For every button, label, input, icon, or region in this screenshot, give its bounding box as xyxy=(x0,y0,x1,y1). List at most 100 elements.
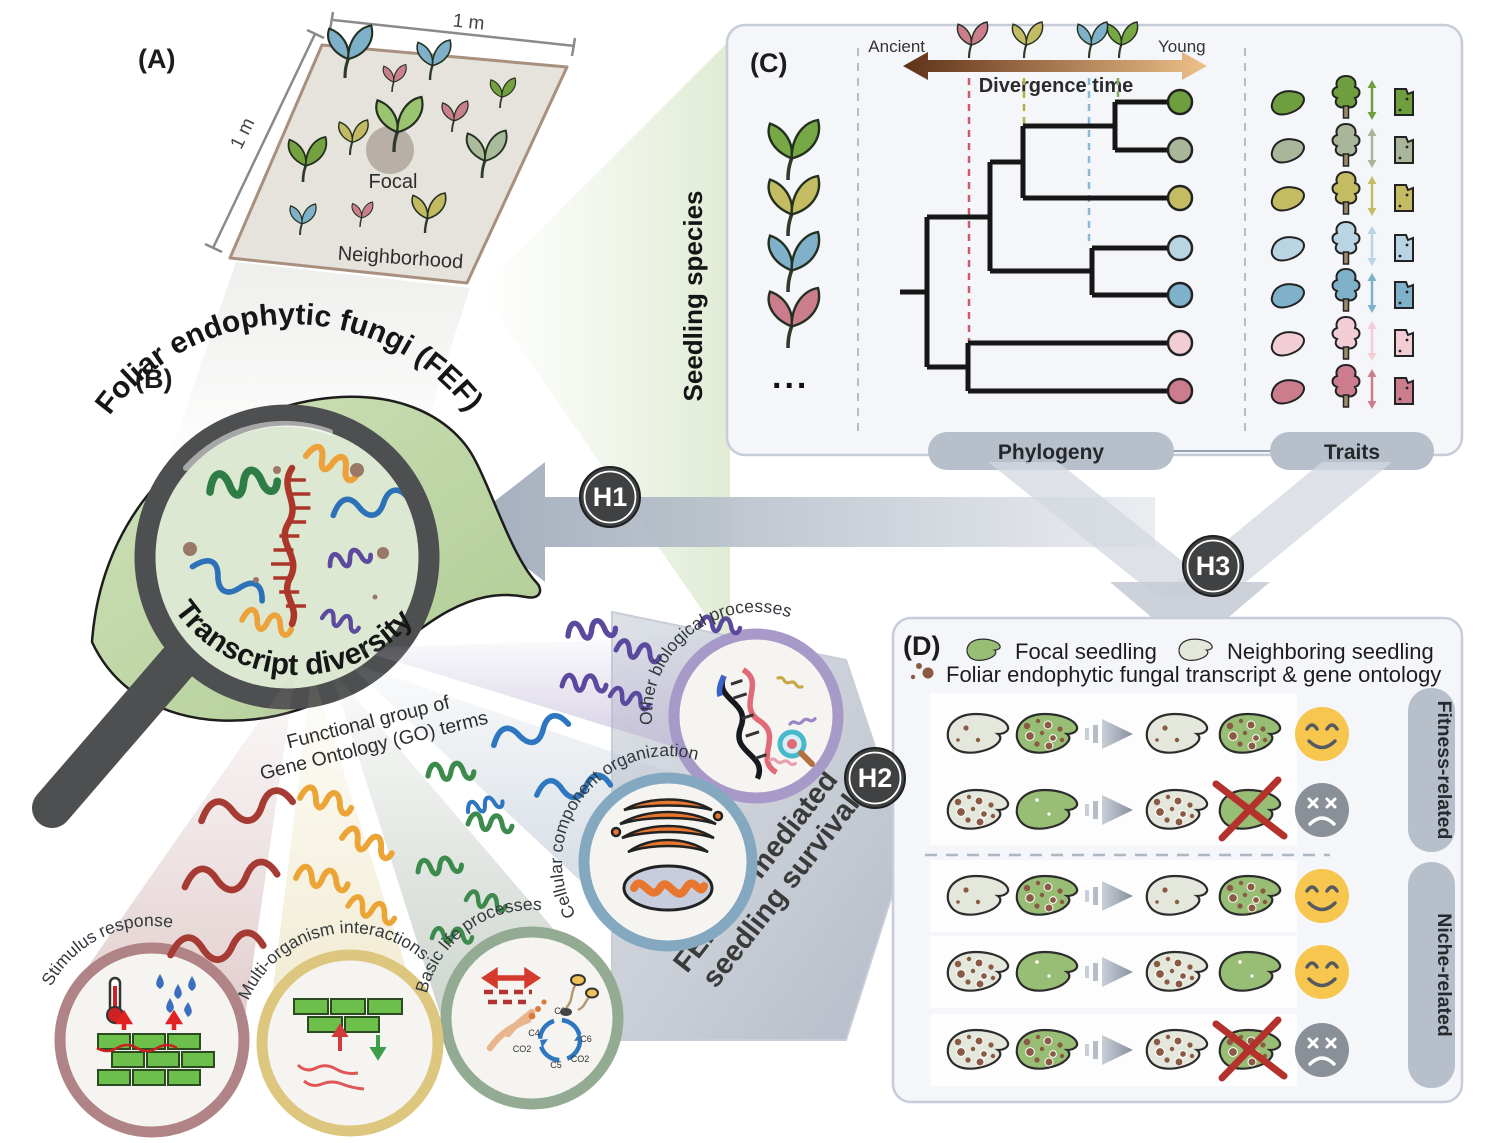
tree-tip xyxy=(1166,329,1194,357)
fungal-dot-icon xyxy=(377,547,389,559)
leaf-fungal-dot xyxy=(1173,958,1183,968)
leaf-fungal-dot xyxy=(1174,1057,1184,1067)
leaf-fungal-dot xyxy=(1173,796,1183,806)
leaf-fungal-dot xyxy=(988,802,994,808)
neighbor-leaf xyxy=(1145,874,1209,916)
hypothesis-badges: H1 H2 H3 xyxy=(579,466,1244,809)
panel-d: (D) Focal seedling Neighboring seedling … xyxy=(891,616,1464,1104)
leaf-fungal-dot xyxy=(1174,817,1184,827)
leaf-fungal-dot xyxy=(1049,896,1057,904)
leaf-fungal-dot xyxy=(1252,734,1260,742)
leaf-fungal-dot xyxy=(1228,731,1238,741)
leaf-fungal-dot xyxy=(1262,899,1268,905)
leaf-fungal-dot xyxy=(1039,892,1045,898)
fitness-pill xyxy=(1408,688,1455,852)
water-drops-icon xyxy=(156,974,196,1017)
leaf-fungal-dot xyxy=(1179,1050,1187,1058)
leaf-fungal-dot xyxy=(1238,960,1242,964)
multi-organism-icon xyxy=(293,998,403,1091)
leaf-fungal-dot xyxy=(1260,888,1266,894)
focal-leaf xyxy=(1015,874,1079,916)
magnifier-handle xyxy=(32,642,198,828)
dimension-top xyxy=(328,11,577,57)
leaf-fungal-dot xyxy=(966,794,972,800)
go-squiggle-icon xyxy=(468,814,512,832)
leaf-fungal-dot xyxy=(1179,810,1187,818)
leaf-fungal-dot xyxy=(1242,892,1248,898)
leaf-fungal-dot xyxy=(1023,884,1031,892)
leaf-fungal-dot xyxy=(1044,903,1054,913)
leaf-fungal-dot xyxy=(1247,903,1257,913)
neighbor-leaf xyxy=(946,788,1010,830)
leaf-fungal-dot xyxy=(988,964,994,970)
leaf-fungal-dot xyxy=(1035,960,1039,964)
tree-tip xyxy=(1166,184,1194,212)
leaf-fungal-dot xyxy=(1164,1057,1170,1063)
happy-face-icon xyxy=(1293,867,1351,925)
focal-leaf xyxy=(1015,788,1079,830)
leaf-fungal-dot xyxy=(1262,737,1268,743)
trait-leaf-economics-icon xyxy=(1394,281,1414,309)
ancient-label: Ancient xyxy=(868,37,925,56)
leaf-fungal-dot xyxy=(1187,1042,1193,1048)
leaf-fungal-dot xyxy=(1226,1038,1234,1046)
leaf-fungal-dot xyxy=(1165,956,1171,962)
dim-left-label: 1 m xyxy=(227,115,260,153)
panel-c: (C) Ancient Young Divergence time ... Ph… xyxy=(725,20,1464,470)
other-bio-icon xyxy=(716,667,817,780)
focal-leaf xyxy=(1015,1028,1079,1070)
h1-badge: H1 xyxy=(579,466,641,528)
focal-leaf xyxy=(1216,1020,1284,1078)
leaf-fungal-dot xyxy=(1059,899,1065,905)
legend-focal-label: Focal seedling xyxy=(1015,639,1157,664)
leaf-fungal-dot xyxy=(1237,741,1243,747)
panel-c-label: (C) xyxy=(750,48,787,78)
focal-leaf xyxy=(1015,950,1079,992)
leaf-fungal-dot xyxy=(1174,899,1180,905)
leaf-fungal-dot xyxy=(975,817,985,827)
trait-leaf-economics-icon xyxy=(1394,377,1414,405)
sad-face-icon xyxy=(1293,781,1351,839)
leaf-fungal-dot xyxy=(1242,730,1248,736)
leaf-fungal-dot xyxy=(1165,794,1171,800)
leaf-fungal-dot xyxy=(1226,884,1234,892)
leaf-fungal-dot xyxy=(975,899,981,905)
tree-tip xyxy=(1166,234,1194,262)
leaf-fungal-dot xyxy=(990,975,996,981)
leaf-fungal-dot xyxy=(1153,798,1161,806)
panel-d-label: (D) xyxy=(903,631,940,661)
leaf-fungal-dot xyxy=(975,979,985,989)
leaf-fungal-dot xyxy=(965,817,971,823)
h2-badge: H2 xyxy=(844,747,906,809)
leaf-fungal-dot xyxy=(1187,964,1193,970)
cycle-c2: C2 xyxy=(554,1006,566,1016)
panel-a: 1 m 1 m Focal Neighborhood (A) xyxy=(138,10,577,285)
fungal-dots xyxy=(183,463,389,600)
leaf-fungal-dot xyxy=(965,1057,971,1063)
neighbor-leaf xyxy=(946,950,1010,992)
leaf-fungal-dot xyxy=(954,960,962,968)
fungal-dot-icon xyxy=(372,594,378,600)
leaf-fungal-dot xyxy=(963,887,969,893)
neighbor-leaf xyxy=(946,874,1010,916)
leaf-fungal-dot xyxy=(1155,969,1165,979)
leaf-fungal-dot xyxy=(1179,972,1187,980)
leaf-fungal-dot xyxy=(1047,812,1051,816)
leaf-fungal-dot xyxy=(1228,1047,1238,1057)
leaf-fungal-dot xyxy=(954,798,962,806)
divergence-arrow xyxy=(903,52,1207,80)
leaf-fungal-dot xyxy=(1155,900,1159,904)
young-label: Young xyxy=(1158,37,1206,56)
leaf-fungal-dot xyxy=(1023,722,1031,730)
leaf-fungal-dot xyxy=(966,956,972,962)
leaf-fungal-dot xyxy=(956,738,960,742)
leaf-fungal-dot xyxy=(1164,817,1170,823)
h2-badge-label: H2 xyxy=(858,763,893,793)
focal-leaf xyxy=(1218,874,1282,916)
cellular-component-icon xyxy=(610,798,724,912)
leaf-fungal-dot xyxy=(1169,968,1175,974)
species-ellipsis: ... xyxy=(772,358,809,396)
seedling-species-label: Seedling species xyxy=(678,191,708,402)
trait-leaf-economics-icon xyxy=(1394,234,1414,262)
leaf-fungal-dot xyxy=(1059,1053,1065,1059)
